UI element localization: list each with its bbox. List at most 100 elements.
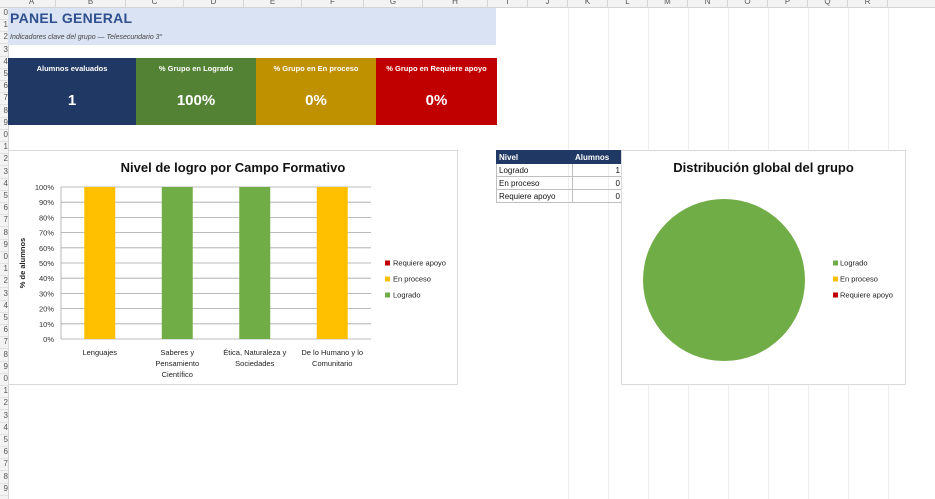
column-header-f[interactable]: F bbox=[302, 0, 364, 7]
kpi-card-en-proceso[interactable]: % Grupo en En proceso 0% bbox=[256, 58, 376, 125]
row-header[interactable]: 6 bbox=[0, 81, 8, 94]
row-header[interactable]: 0 bbox=[0, 130, 8, 142]
row-header[interactable]: 0 bbox=[0, 8, 8, 20]
row-header[interactable]: 3 bbox=[0, 411, 8, 423]
row-header[interactable]: 1 bbox=[0, 20, 8, 33]
row-header[interactable]: 6 bbox=[0, 325, 8, 338]
column-header-i[interactable]: I bbox=[488, 0, 528, 7]
pie-chart-distribucion[interactable]: Distribución global del grupo Logrado En … bbox=[621, 150, 906, 385]
row-header[interactable]: 9 bbox=[0, 118, 8, 130]
cell-alumnos[interactable]: 0 bbox=[572, 189, 623, 203]
column-header-o[interactable]: O bbox=[728, 0, 768, 7]
row-header[interactable]: 7 bbox=[0, 337, 8, 350]
legend-label: Requiere apoyo bbox=[840, 291, 893, 300]
row-header[interactable]: 8 bbox=[0, 350, 8, 362]
row-header[interactable]: 4 bbox=[0, 57, 8, 69]
legend-label: En proceso bbox=[840, 275, 878, 284]
bar bbox=[161, 187, 193, 339]
row-header[interactable]: 9 bbox=[0, 240, 8, 252]
x-tick-label: Sociedades bbox=[235, 359, 274, 368]
cell-nivel[interactable]: Requiere apoyo bbox=[496, 189, 573, 203]
kpi-label: % Grupo en Logrado bbox=[158, 64, 234, 73]
x-tick-label: Lenguajes bbox=[82, 348, 117, 357]
bar bbox=[239, 187, 271, 339]
row-header[interactable]: 7 bbox=[0, 93, 8, 106]
row-header[interactable]: 4 bbox=[0, 423, 8, 435]
x-tick-label: Pensamiento bbox=[155, 359, 199, 368]
legend-swatch bbox=[833, 276, 838, 282]
row-header[interactable]: 9 bbox=[0, 362, 8, 374]
row-header[interactable]: 4 bbox=[0, 301, 8, 313]
cell-alumnos[interactable]: 1 bbox=[572, 163, 623, 177]
y-tick-label: 70% bbox=[39, 229, 54, 238]
row-header[interactable]: 6 bbox=[0, 203, 8, 216]
kpi-value: 1 bbox=[67, 92, 77, 109]
column-header-l[interactable]: L bbox=[608, 0, 648, 7]
y-tick-label: 50% bbox=[39, 259, 54, 268]
row-header[interactable]: 2 bbox=[0, 32, 8, 45]
x-tick-label: De lo Humano y lo bbox=[301, 348, 363, 357]
cell-nivel[interactable]: Logrado bbox=[496, 163, 573, 177]
legend-swatch bbox=[385, 292, 390, 298]
y-tick-label: 60% bbox=[39, 244, 54, 253]
column-header-j[interactable]: J bbox=[528, 0, 568, 7]
x-tick-label: Comunitario bbox=[312, 359, 352, 368]
column-header-e[interactable]: E bbox=[244, 0, 302, 7]
row-header[interactable]: 1 bbox=[0, 386, 8, 399]
table-row: Requiere apoyo 0 bbox=[496, 189, 623, 203]
row-header[interactable]: 5 bbox=[0, 313, 8, 325]
chart-title: Nivel de logro por Campo Formativo bbox=[120, 160, 346, 175]
level-summary-table: Nivel Alumnos Logrado 1 En proceso 0 Req… bbox=[496, 150, 623, 203]
column-header-m[interactable]: M bbox=[648, 0, 688, 7]
row-header[interactable]: 3 bbox=[0, 289, 8, 301]
column-header-c[interactable]: C bbox=[126, 0, 184, 7]
column-header-r[interactable]: R bbox=[848, 0, 888, 7]
row-header[interactable]: 5 bbox=[0, 435, 8, 447]
column-header-h[interactable]: H bbox=[423, 0, 488, 7]
y-tick-label: 40% bbox=[39, 274, 54, 283]
row-header[interactable]: 5 bbox=[0, 69, 8, 81]
row-header[interactable]: 1 bbox=[0, 264, 8, 277]
cell-nivel[interactable]: En proceso bbox=[496, 176, 573, 190]
column-header-g[interactable]: G bbox=[364, 0, 423, 7]
row-header[interactable]: 9 bbox=[0, 484, 8, 496]
row-header[interactable]: 3 bbox=[0, 167, 8, 179]
y-tick-label: 0% bbox=[43, 335, 54, 344]
row-header[interactable]: 8 bbox=[0, 472, 8, 484]
row-header[interactable]: 1 bbox=[0, 142, 8, 155]
row-header[interactable]: 7 bbox=[0, 459, 8, 472]
row-header[interactable]: 2 bbox=[0, 276, 8, 289]
row-header[interactable]: 0 bbox=[0, 374, 8, 386]
row-header[interactable]: 4 bbox=[0, 179, 8, 191]
bar bbox=[316, 187, 348, 339]
y-tick-label: 90% bbox=[39, 198, 54, 207]
row-header[interactable]: 8 bbox=[0, 106, 8, 118]
column-header-p[interactable]: P bbox=[768, 0, 808, 7]
legend-label: Logrado bbox=[393, 291, 421, 300]
column-header-n[interactable]: N bbox=[688, 0, 728, 7]
legend-swatch bbox=[385, 276, 390, 282]
kpi-label: % Grupo en En proceso bbox=[273, 64, 359, 73]
bar-chart-campo-formativo[interactable]: Nivel de logro por Campo Formativo 0% 10%… bbox=[8, 150, 458, 385]
row-header[interactable]: 2 bbox=[0, 398, 8, 411]
row-header[interactable]: 5 bbox=[0, 191, 8, 203]
row-header[interactable]: 7 bbox=[0, 215, 8, 228]
row-header[interactable]: 2 bbox=[0, 154, 8, 167]
column-header-a[interactable]: A bbox=[8, 0, 56, 7]
column-header-b[interactable]: B bbox=[56, 0, 126, 7]
kpi-card-requiere-apoyo[interactable]: % Grupo en Requiere apoyo 0% bbox=[376, 58, 497, 125]
y-tick-label: 20% bbox=[39, 305, 54, 314]
title-band bbox=[8, 8, 496, 45]
kpi-card-alumnos-evaluados[interactable]: Alumnos evaluados 1 bbox=[8, 58, 136, 125]
column-header-k[interactable]: K bbox=[568, 0, 608, 7]
column-header-d[interactable]: D bbox=[184, 0, 244, 7]
column-header-q[interactable]: Q bbox=[808, 0, 848, 7]
row-header[interactable]: 6 bbox=[0, 447, 8, 460]
kpi-card-logrado[interactable]: % Grupo en Logrado 100% bbox=[136, 58, 256, 125]
column-header-nivel: Nivel bbox=[496, 150, 573, 164]
kpi-label: Alumnos evaluados bbox=[36, 64, 108, 73]
row-header[interactable]: 0 bbox=[0, 252, 8, 264]
cell-alumnos[interactable]: 0 bbox=[572, 176, 623, 190]
row-header[interactable]: 3 bbox=[0, 45, 8, 57]
row-header[interactable]: 8 bbox=[0, 228, 8, 240]
